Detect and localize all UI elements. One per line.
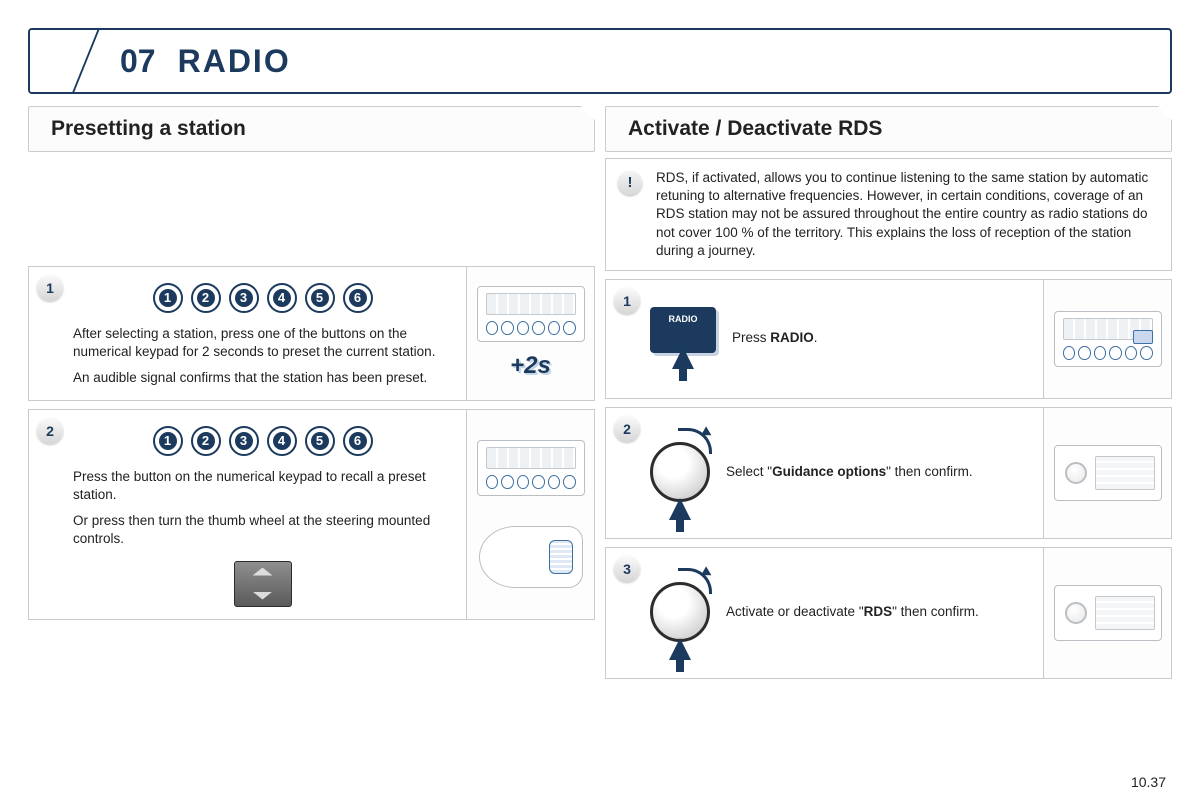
step-text: Select "Guidance options" then confirm. — [726, 463, 1029, 481]
right-step-2: 2 Select "Guidance options" then confirm… — [605, 407, 1172, 539]
step-number: 1 — [37, 275, 63, 301]
right-step-1: 1 RADIO Press RADIO. — [605, 279, 1172, 399]
step-text: Press RADIO. — [732, 329, 1029, 347]
radio-unit-icon — [1054, 585, 1162, 641]
keypad-button-icon: 6 — [343, 283, 373, 313]
radio-unit-icon — [1054, 311, 1162, 367]
right-column: Activate / Deactivate RDS ! RDS, if acti… — [605, 106, 1172, 679]
step-text: After selecting a station, press one of … — [73, 325, 452, 361]
rotary-knob-icon — [650, 582, 710, 642]
left-step-1: 1 1 2 3 4 5 6 After selecting a station,… — [28, 266, 595, 401]
keypad-button-icon: 5 — [305, 426, 335, 456]
right-step-3: 3 Activate or deactivate "RDS" then conf… — [605, 547, 1172, 679]
keypad-button-icon: 2 — [191, 426, 221, 456]
chapter-header: 07 RADIO — [28, 28, 1172, 94]
radio-unit-icon — [477, 286, 585, 342]
step-text: Press the button on the numerical keypad… — [73, 468, 452, 504]
hold-two-seconds-icon: +2s — [510, 352, 551, 380]
step-text: Activate or deactivate "RDS" then confir… — [726, 603, 1029, 621]
keypad-button-icon: 6 — [343, 426, 373, 456]
left-column: Presetting a station 1 1 2 3 4 5 6 After… — [28, 106, 595, 679]
step-text: An audible signal confirms that the stat… — [73, 369, 452, 387]
radio-unit-icon — [1054, 445, 1162, 501]
steering-control-icon — [479, 526, 583, 588]
keypad-button-icon: 2 — [191, 283, 221, 313]
section-title-right: Activate / Deactivate RDS — [605, 106, 1172, 152]
keypad-row-icon: 1 2 3 4 5 6 — [153, 283, 373, 313]
section-title-left: Presetting a station — [28, 106, 595, 152]
alert-icon: ! — [618, 171, 642, 195]
keypad-button-icon: 1 — [153, 426, 183, 456]
chapter-number: 07 — [120, 43, 156, 80]
keypad-button-icon: 4 — [267, 426, 297, 456]
keypad-button-icon: 4 — [267, 283, 297, 313]
keypad-button-icon: 3 — [229, 426, 259, 456]
step-text: Or press then turn the thumb wheel at th… — [73, 512, 452, 548]
step-number: 3 — [614, 556, 640, 582]
info-box: ! RDS, if activated, allows you to conti… — [605, 158, 1172, 271]
press-arrow-icon — [672, 347, 694, 369]
left-step-2: 2 1 2 3 4 5 6 Press the button on the nu… — [28, 409, 595, 620]
step-number: 2 — [614, 416, 640, 442]
chapter-title: RADIO — [178, 43, 291, 80]
info-text: RDS, if activated, allows you to continu… — [656, 169, 1155, 260]
page-number: 10.37 — [1131, 774, 1166, 790]
step-number: 2 — [37, 418, 63, 444]
rotary-knob-icon — [650, 442, 710, 502]
keypad-row-icon: 1 2 3 4 5 6 — [153, 426, 373, 456]
keypad-button-icon: 3 — [229, 283, 259, 313]
keypad-button-icon: 1 — [153, 283, 183, 313]
keypad-button-icon: 5 — [305, 283, 335, 313]
thumbwheel-icon — [234, 561, 292, 607]
step-number: 1 — [614, 288, 640, 314]
radio-unit-icon — [477, 440, 585, 496]
